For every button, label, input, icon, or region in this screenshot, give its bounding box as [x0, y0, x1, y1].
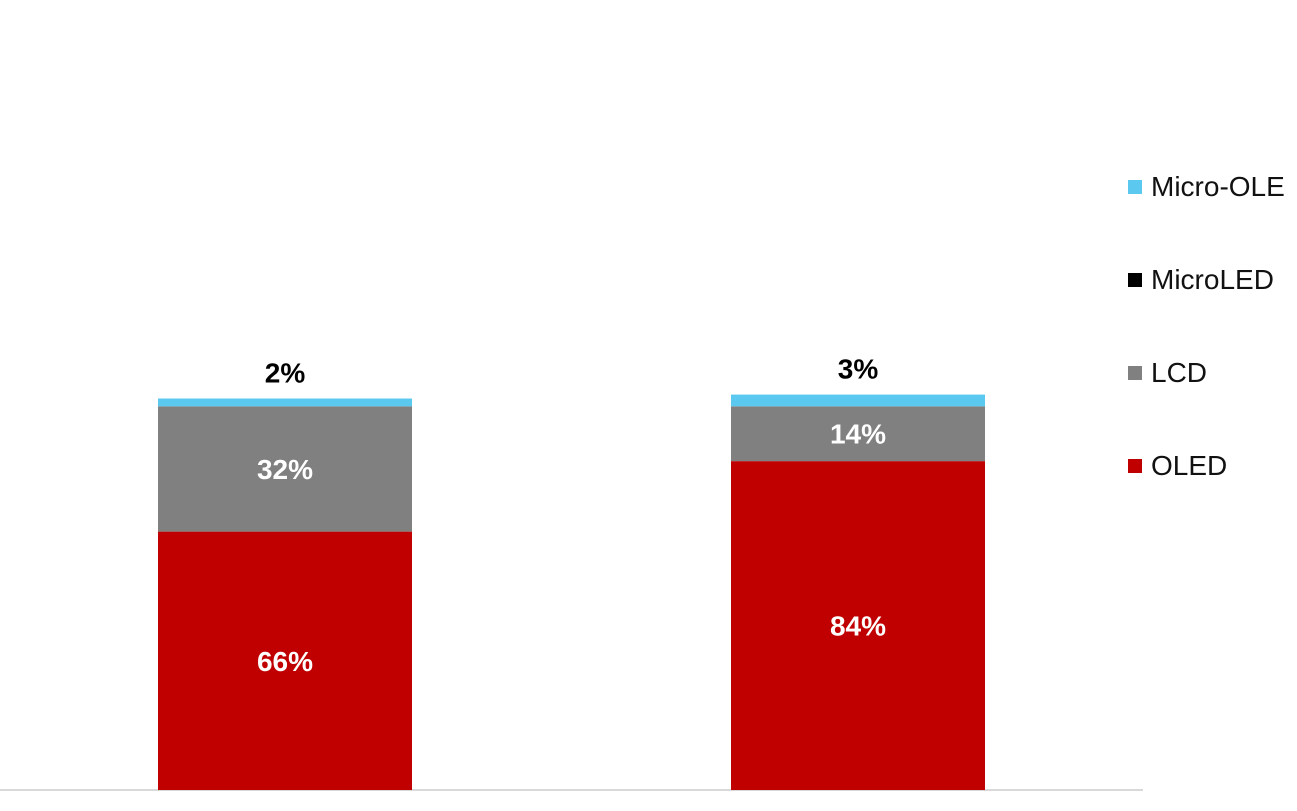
legend-label: OLED — [1151, 449, 1228, 481]
bar-segment-lcd-1 — [158, 406, 412, 532]
legend-item-microled: MicroLED — [1128, 233, 1297, 326]
data-label-oled-1: 66% — [257, 646, 313, 677]
legend-item-lcd: LCD — [1128, 326, 1297, 419]
data-label-micro-ole-1: 2% — [265, 358, 306, 389]
data-label-oled-2: 84% — [830, 611, 886, 642]
data-label-lcd-2: 14% — [830, 419, 886, 450]
legend-label: MicroLED — [1151, 263, 1274, 295]
bar-segment-oled-1 — [158, 531, 412, 790]
legend-item-micro-oled: Micro-OLE — [1128, 140, 1297, 233]
bar-segment-lcd-2 — [731, 406, 985, 462]
legend-label: LCD — [1151, 356, 1208, 388]
data-label-lcd-1: 32% — [257, 454, 313, 485]
legend-swatch-icon — [1128, 365, 1142, 380]
legend-item-oled: OLED — [1128, 419, 1297, 512]
bars-group — [158, 394, 985, 790]
legend-swatch-icon — [1128, 179, 1142, 194]
data-label-micro-ole-2: 3% — [838, 354, 879, 385]
bar-segment-oled-2 — [731, 461, 985, 790]
bar-segment-micro-ole-2 — [731, 394, 985, 407]
legend-swatch-icon — [1128, 272, 1142, 287]
bar-segment-micro-ole-1 — [158, 398, 412, 407]
legend: Micro-OLE MicroLED LCD OLED — [1128, 140, 1297, 512]
legend-swatch-icon — [1128, 458, 1142, 473]
legend-label: Micro-OLE — [1151, 170, 1285, 202]
data-labels-group: 66% 32% 2% 84% 14% 3% — [257, 354, 886, 677]
